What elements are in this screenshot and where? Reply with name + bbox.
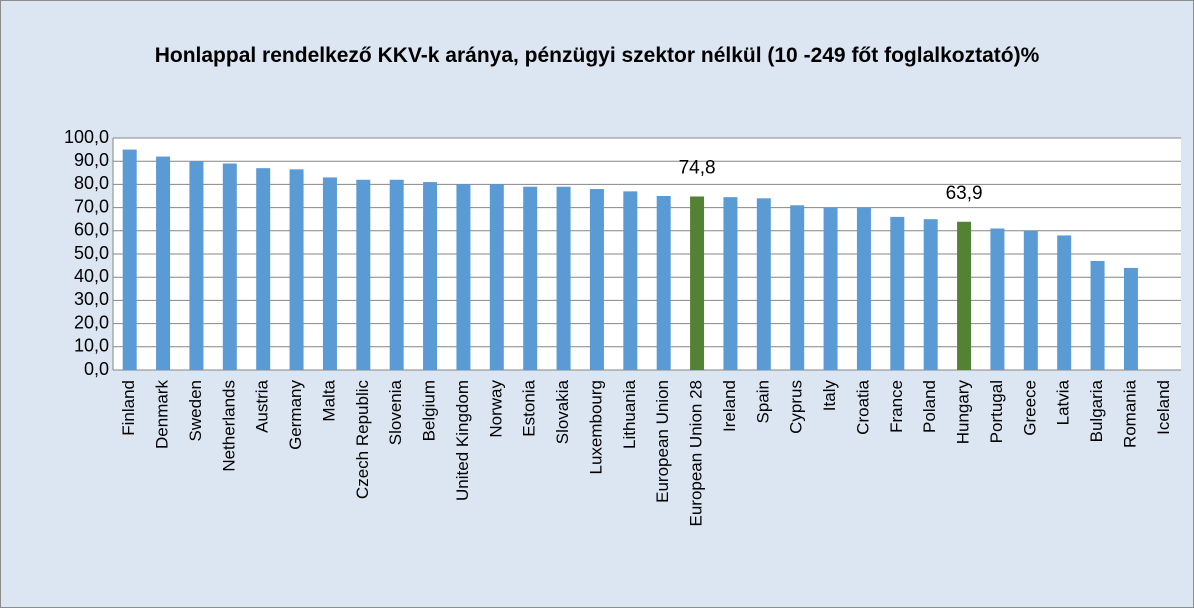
y-tick-label: 40,0	[74, 266, 109, 286]
x-tick-label: Bulgaria	[1087, 379, 1106, 442]
bar	[222, 163, 237, 370]
data-label: 74,8	[679, 157, 716, 178]
x-tick-label: Iceland	[1154, 380, 1173, 435]
bar	[456, 184, 471, 370]
bar	[1123, 267, 1138, 370]
x-tick-label: Slovakia	[553, 379, 572, 444]
bar	[1090, 260, 1105, 370]
x-tick-label: Lithuania	[620, 379, 639, 449]
bar	[723, 197, 738, 370]
y-tick-label: 10,0	[74, 336, 109, 356]
bar	[489, 184, 504, 370]
y-tick-label: 0,0	[84, 359, 109, 379]
bar	[189, 161, 204, 370]
x-tick-label: Sweden	[186, 380, 205, 441]
bar	[389, 179, 404, 370]
bar	[756, 198, 771, 370]
x-tick-label: Ireland	[720, 380, 739, 432]
x-tick-label: United Kingdom	[453, 380, 472, 501]
bar	[823, 207, 838, 370]
bar	[256, 168, 271, 370]
x-tick-label: Greece	[1020, 380, 1039, 436]
x-tick-label: Germany	[286, 380, 305, 450]
bar	[322, 177, 337, 370]
bar	[556, 186, 571, 370]
bar	[589, 189, 604, 370]
x-tick-label: Poland	[920, 380, 939, 433]
bar	[122, 149, 137, 370]
x-tick-label: Denmark	[153, 380, 172, 449]
bar	[656, 196, 671, 370]
x-tick-label: Malta	[319, 379, 338, 421]
bar	[690, 196, 705, 370]
bar	[289, 169, 304, 370]
bar	[923, 219, 938, 370]
x-tick-label: Belgium	[420, 380, 439, 441]
y-tick-label: 100,0	[64, 127, 109, 147]
x-tick-label: Estonia	[520, 379, 539, 436]
y-tick-label: 70,0	[74, 196, 109, 216]
x-tick-label: Romania	[1120, 379, 1139, 448]
bar	[156, 156, 171, 370]
bar	[356, 179, 371, 370]
y-tick-label: 50,0	[74, 243, 109, 263]
x-tick-label: European Union	[653, 380, 672, 503]
x-tick-label: France	[887, 380, 906, 433]
bar	[1023, 230, 1038, 370]
chart-title: Honlappal rendelkező KKV-k aránya, pénzü…	[154, 44, 1040, 67]
x-tick-label: Italy	[820, 380, 839, 412]
y-tick-label: 90,0	[74, 150, 109, 170]
y-tick-label: 20,0	[74, 312, 109, 332]
y-tick-label: 60,0	[74, 220, 109, 240]
bar	[790, 205, 805, 370]
x-tick-label: Slovenia	[386, 379, 405, 445]
x-tick-label: Croatia	[853, 379, 872, 434]
x-tick-label: Portugal	[987, 380, 1006, 443]
bar	[523, 186, 538, 370]
bar	[856, 207, 871, 370]
x-tick-label: Netherlands	[219, 380, 238, 472]
x-tick-label: Latvia	[1054, 379, 1073, 425]
x-tick-label: Austria	[253, 379, 272, 432]
x-tick-label: Spain	[753, 380, 772, 423]
bar	[1057, 235, 1072, 370]
bar	[990, 228, 1005, 370]
x-tick-label: Hungary	[954, 380, 973, 445]
x-tick-label: Cyprus	[787, 380, 806, 434]
x-tick-label: Luxembourg	[586, 380, 605, 475]
x-tick-label: European Union 28	[687, 380, 706, 527]
y-tick-label: 80,0	[74, 173, 109, 193]
x-tick-label: Norway	[486, 380, 505, 438]
bar	[890, 216, 905, 370]
y-tick-label: 30,0	[74, 289, 109, 309]
bar	[423, 182, 438, 370]
x-tick-label: Czech Republic	[353, 380, 372, 500]
data-label: 63,9	[946, 183, 983, 204]
bar	[957, 221, 972, 370]
bar	[623, 191, 638, 370]
x-tick-label: Finland	[119, 380, 138, 436]
